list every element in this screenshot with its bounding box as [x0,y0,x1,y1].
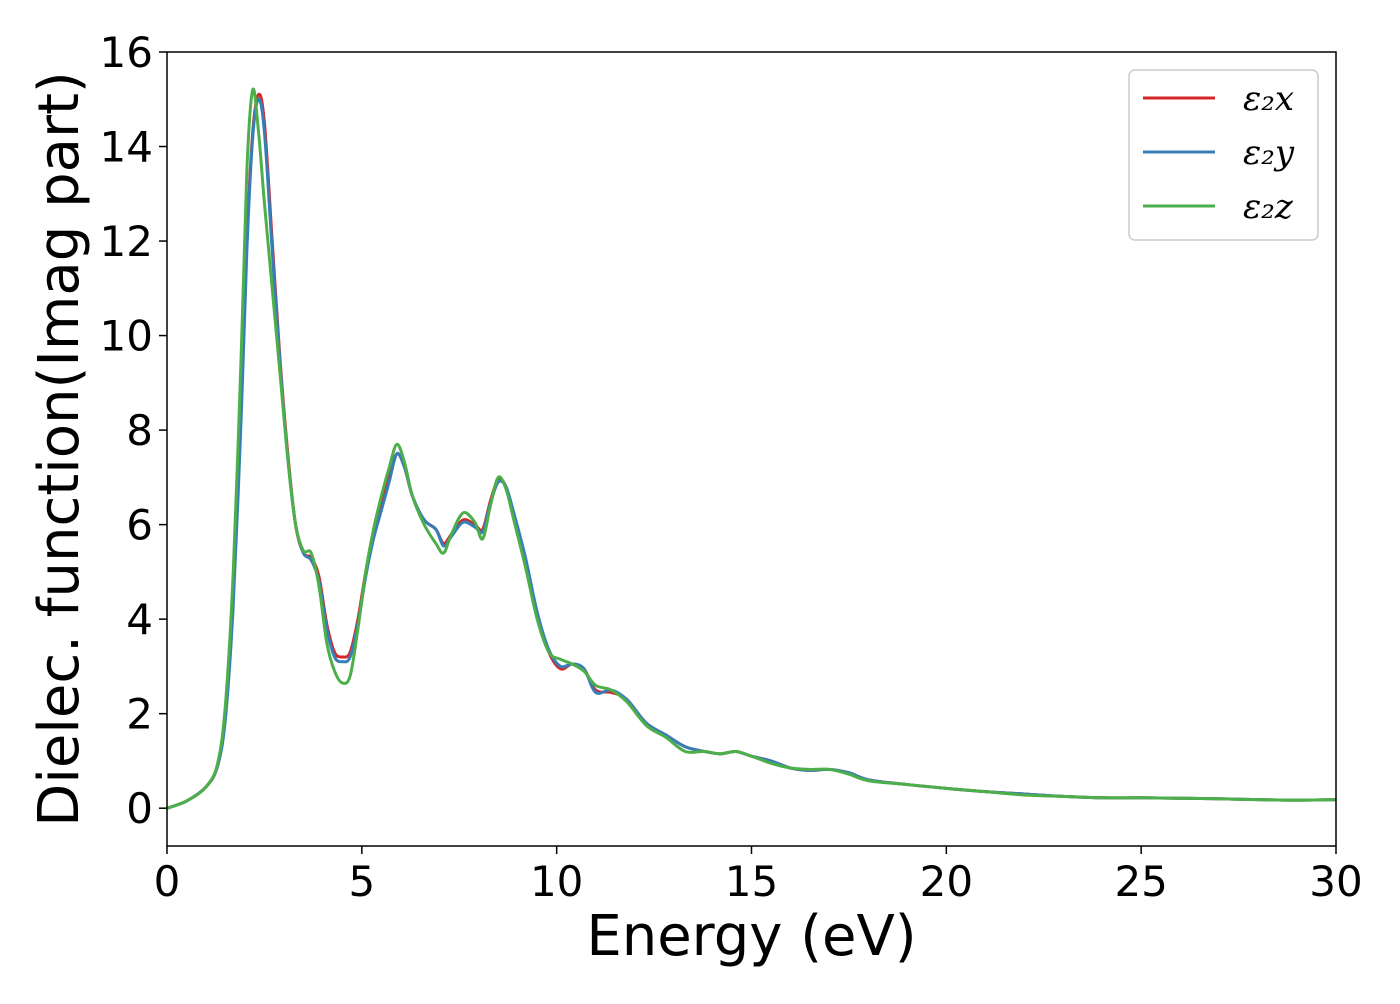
y-tick-label: 14 [100,123,153,172]
series-layer [166,87,1337,810]
legend: ε₂x ε₂y ε₂z [1128,69,1319,241]
x-tick-label: 25 [1114,857,1167,906]
y-tick-label: 12 [100,217,153,266]
legend-label-2: ε₂z [1243,187,1294,227]
y-tick-label: 0 [126,784,153,833]
y-tick-label: 16 [100,28,153,77]
y-axis-ticks: 0 2 4 6 8 10 12 14 16 [100,28,167,833]
y-tick-label: 6 [126,501,153,550]
legend-box [1128,69,1319,241]
y-tick-label: 10 [100,312,153,361]
y-tick-label: 2 [126,690,153,739]
x-tick-label: 15 [725,857,778,906]
legend-label-1: ε₂y [1243,133,1295,173]
series-line-2 [166,87,1337,810]
x-tick-label: 5 [348,857,375,906]
x-tick-label: 20 [920,857,973,906]
x-axis-ticks: 0 5 10 15 20 25 30 [154,846,1363,906]
y-tick-label: 4 [126,595,153,644]
x-tick-label: 30 [1309,857,1362,906]
y-axis-label: Dielec. function(Imag part) [27,71,92,827]
x-tick-label: 0 [154,857,181,906]
x-tick-label: 10 [530,857,583,906]
y-tick-label: 8 [126,406,153,455]
legend-label-0: ε₂x [1243,79,1294,119]
x-axis-label: Energy (eV) [586,904,916,969]
